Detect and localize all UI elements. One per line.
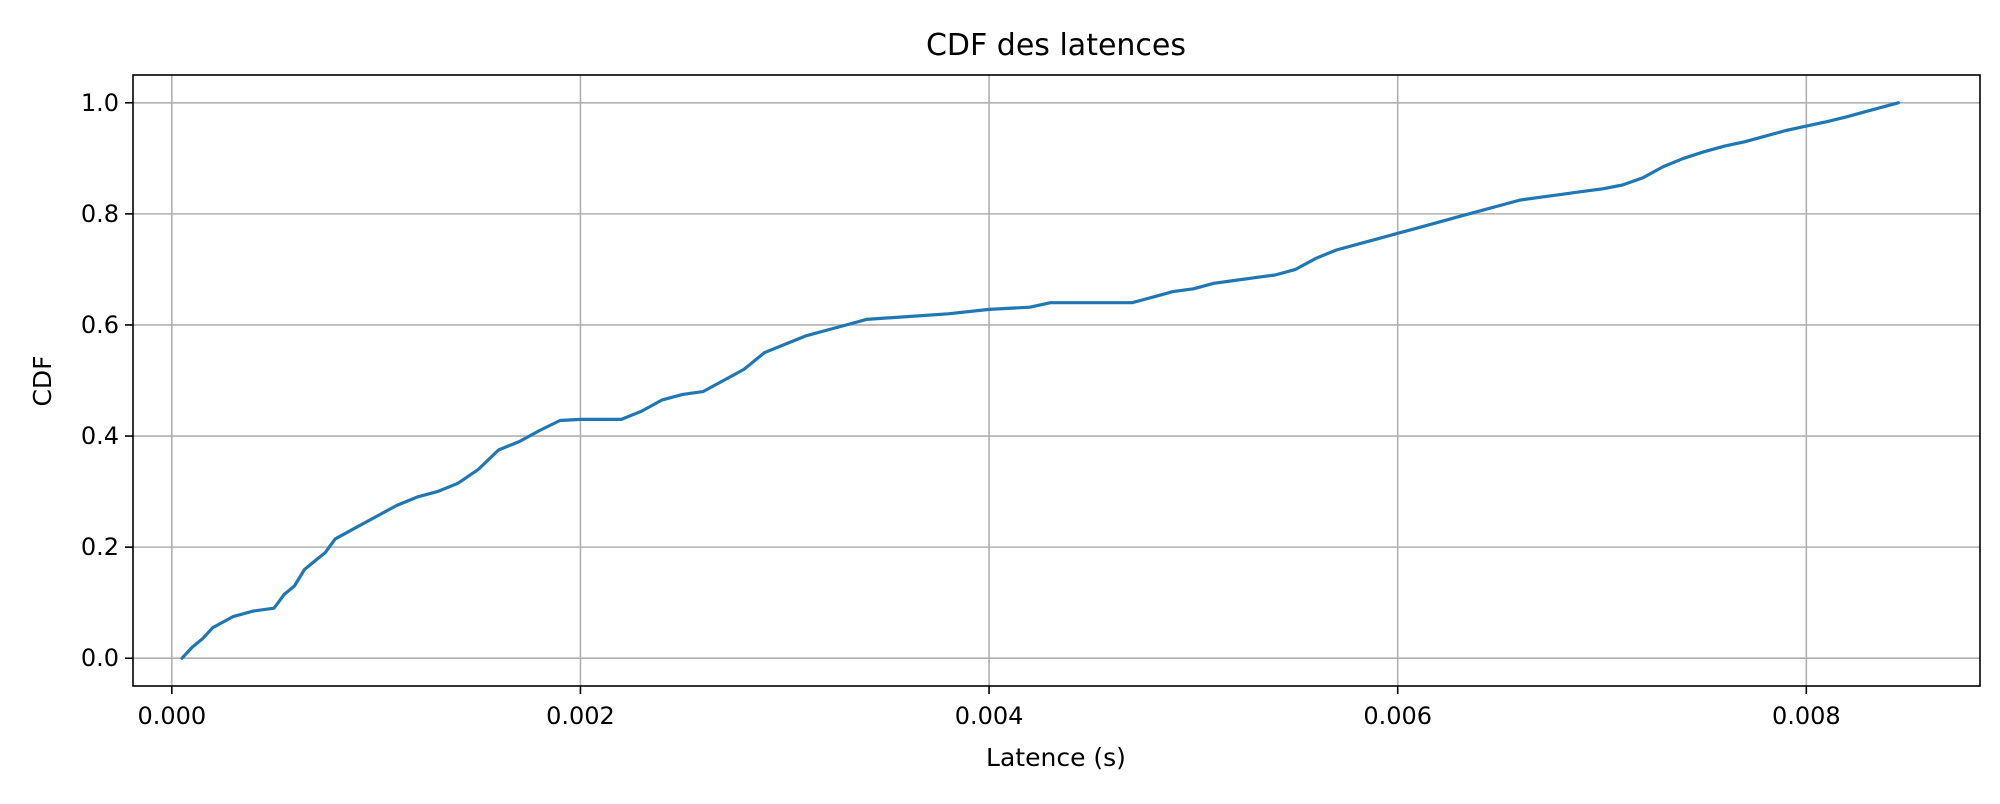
- y-tick-label: 0.4: [81, 422, 119, 450]
- y-tick-label: 0.6: [81, 311, 119, 339]
- x-tick-label: 0.000: [137, 702, 206, 730]
- grid: [133, 75, 1980, 686]
- cdf-series-line: [180, 101, 1900, 660]
- y-axis-label: CDF: [28, 355, 57, 406]
- x-tick-label: 0.004: [955, 702, 1024, 730]
- series-layer: [180, 101, 1900, 660]
- x-tick-label: 0.006: [1363, 702, 1432, 730]
- y-tick-label: 0.2: [81, 533, 119, 561]
- plot-frame: [132, 74, 1981, 687]
- ticks: 0.000 0.002 0.004 0.006 0.008 0.0 0.2 0.4 0.6 0.8…: [81, 89, 1841, 730]
- y-tick-label: 1.0: [81, 89, 119, 117]
- y-tick-label: 0.8: [81, 200, 119, 228]
- x-axis-label: Latence (s): [986, 743, 1126, 772]
- chart-title: CDF des latences: [926, 28, 1186, 63]
- x-tick-label: 0.002: [546, 702, 615, 730]
- y-tick-label: 0.0: [81, 644, 119, 672]
- x-tick-label: 0.008: [1772, 702, 1841, 730]
